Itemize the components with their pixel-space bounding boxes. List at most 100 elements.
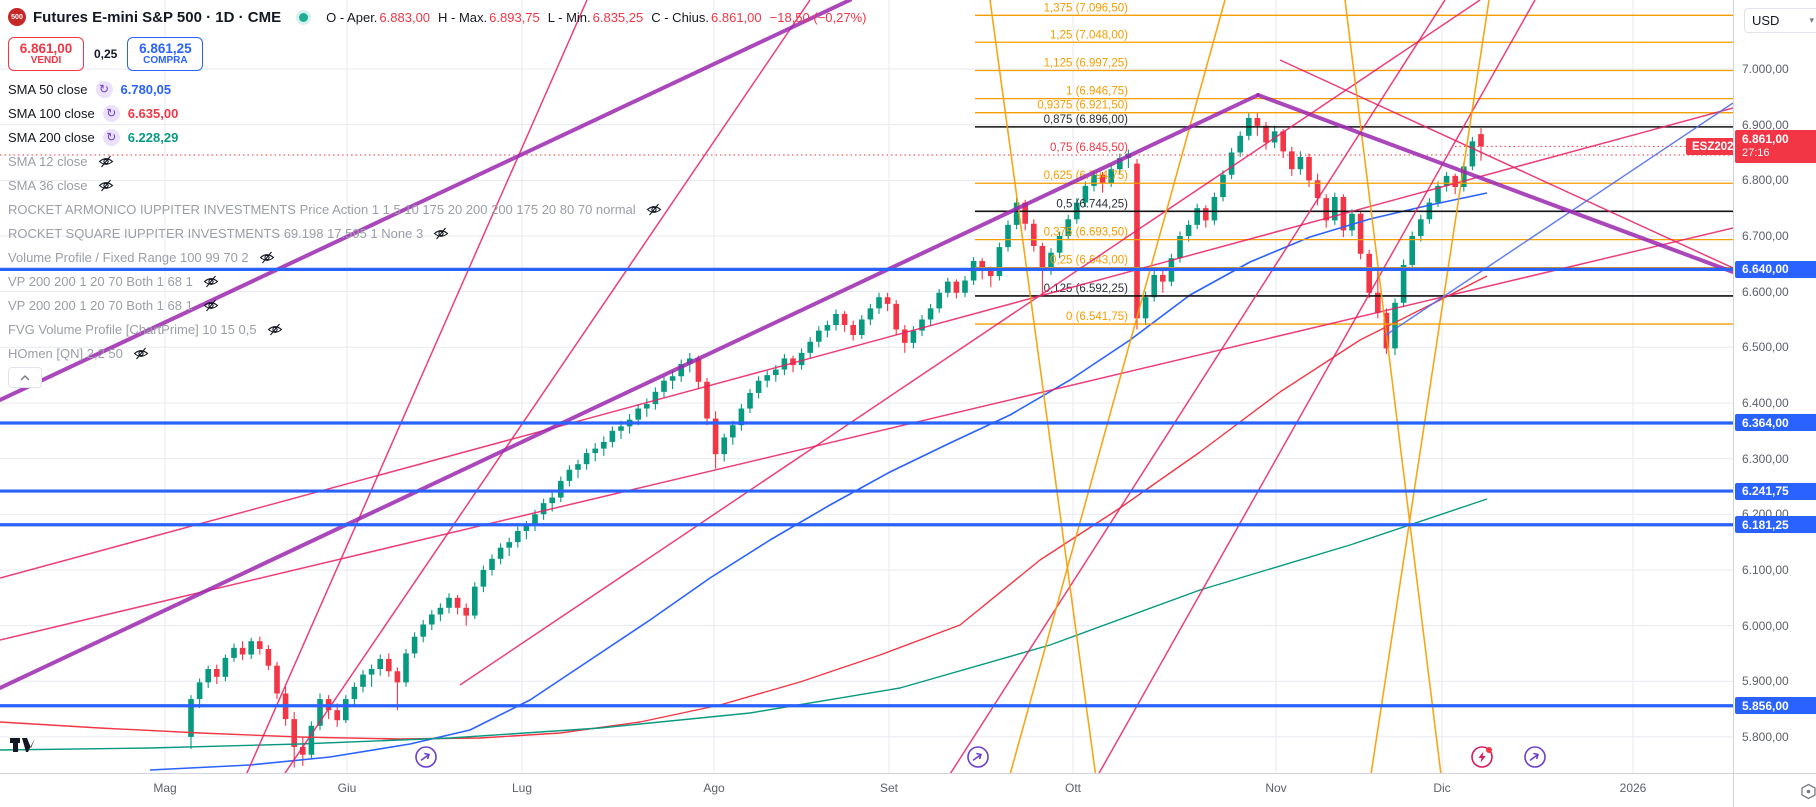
legend-collapse-button[interactable] bbox=[8, 367, 42, 388]
price-axis[interactable]: USD ▾ 6.861,00 27:16 7.000,00 6.900,00 6.8… bbox=[1733, 0, 1816, 773]
symbol-title[interactable]: Futures E-mini S&P 500 · 1D · CME bbox=[33, 8, 282, 26]
sma200-line bbox=[0, 498, 1488, 751]
price-axis-label: 6.900,00 bbox=[1742, 117, 1789, 132]
sync-icon[interactable]: ↻ bbox=[102, 104, 120, 122]
eye-off-icon[interactable] bbox=[203, 275, 219, 288]
candle-body bbox=[859, 319, 865, 336]
indicator-label: HOmen [QN] 2,2 50 bbox=[8, 345, 123, 361]
candle-body bbox=[1177, 235, 1183, 259]
candle-body bbox=[506, 542, 512, 548]
candle-body bbox=[1082, 185, 1089, 203]
price-level-badge: 6.241,75 bbox=[1735, 482, 1816, 500]
candle-body bbox=[979, 261, 985, 271]
eye-off-icon[interactable] bbox=[646, 203, 662, 216]
time-axis[interactable]: Mag Giu Lug Ago Set Ott Nov Dic 2026 bbox=[0, 773, 1733, 807]
candle-body bbox=[996, 247, 1003, 277]
sync-icon[interactable]: ↻ bbox=[95, 80, 113, 98]
candle-body bbox=[1211, 197, 1218, 221]
candle-body bbox=[446, 597, 452, 608]
time-axis-label: Giu bbox=[337, 781, 357, 795]
candle-body bbox=[558, 480, 564, 498]
buy-button[interactable]: 6.861,25 COMPRA bbox=[127, 37, 204, 71]
legend-row[interactable]: SMA 50 close ↻ 6.780,05 bbox=[8, 77, 568, 101]
candle-body bbox=[755, 380, 762, 393]
eye-off-icon[interactable] bbox=[203, 299, 219, 312]
jump-to-marker-icon[interactable] bbox=[967, 746, 989, 768]
axis-settings-corner bbox=[1733, 773, 1816, 807]
spread-value: 0,25 bbox=[94, 47, 118, 61]
indicator-value: 6.780,05 bbox=[120, 81, 172, 97]
candle-body bbox=[927, 308, 934, 320]
indicator-label: SMA 12 close bbox=[8, 153, 88, 169]
candle-body bbox=[231, 647, 237, 658]
fib-label: 0,375 (6.693,50) bbox=[1044, 227, 1129, 239]
eye-off-icon[interactable] bbox=[133, 347, 149, 360]
candle-body bbox=[816, 330, 822, 342]
candle-body bbox=[257, 641, 263, 649]
sync-icon[interactable]: ↻ bbox=[102, 128, 120, 146]
time-axis-label: Mag bbox=[153, 781, 177, 795]
contract-price-tag: ESZ2025 bbox=[1686, 138, 1746, 155]
candle-body bbox=[489, 558, 495, 570]
candle-body bbox=[583, 453, 590, 465]
candle-body bbox=[214, 669, 220, 677]
eye-off-icon[interactable] bbox=[433, 227, 449, 240]
candle-body bbox=[351, 686, 358, 700]
candle-body bbox=[497, 547, 504, 559]
candle-body bbox=[1237, 135, 1243, 153]
indicator-label: SMA 50 close bbox=[8, 81, 88, 97]
price-axis-label: 6.400,00 bbox=[1742, 395, 1789, 410]
eye-off-icon[interactable] bbox=[98, 155, 114, 168]
price-axis-label: 6.700,00 bbox=[1742, 228, 1789, 243]
chevron-up-icon bbox=[20, 374, 30, 380]
fib-label: 0,875 (6.896,00) bbox=[1044, 114, 1129, 126]
candle-body bbox=[1323, 198, 1329, 221]
price-level-badge: 6.181,25 bbox=[1735, 516, 1816, 534]
legend-row[interactable]: Volume Profile / Fixed Range 100 99 70 2 bbox=[8, 245, 568, 269]
last-price-badge: 6.861,00 27:16 bbox=[1735, 129, 1816, 163]
eye-off-icon[interactable] bbox=[98, 179, 114, 192]
indicator-label: ROCKET ARMONICO IUPPITER INVESTMENTS Pri… bbox=[8, 201, 636, 217]
eye-off-icon[interactable] bbox=[267, 323, 283, 336]
legend-row[interactable]: VP 200 200 1 20 70 Both 1 68 1 bbox=[8, 293, 568, 317]
time-axis-label: Ott bbox=[1064, 781, 1082, 795]
legend-row[interactable]: ROCKET ARMONICO IUPPITER INVESTMENTS Pri… bbox=[8, 197, 662, 221]
price-axis-label: 6.300,00 bbox=[1742, 451, 1789, 466]
currency-selector[interactable]: USD ▾ bbox=[1744, 8, 1816, 33]
legend-row[interactable]: SMA 200 close ↻ 6.228,29 bbox=[8, 125, 568, 149]
candle-body bbox=[945, 281, 951, 293]
legend-row[interactable]: VP 200 200 1 20 70 Both 1 68 1 bbox=[8, 269, 568, 293]
candlestick-chart-canvas[interactable]: 1,375 (7.096,50) 1,25 (7.048,00) 1,125 (6.… bbox=[0, 0, 1733, 773]
alert-lightning-icon[interactable] bbox=[1471, 746, 1493, 768]
legend-row[interactable]: SMA 36 close bbox=[8, 173, 568, 197]
price-level-badge: 5.856,00 bbox=[1735, 697, 1816, 715]
legend-row[interactable]: FVG Volume Profile [ChartPrime] 10 15 0,… bbox=[8, 317, 568, 341]
scale-settings-icon[interactable] bbox=[1800, 783, 1816, 800]
indicator-value: 6.635,00 bbox=[127, 105, 179, 121]
tradingview-logo[interactable] bbox=[10, 735, 36, 760]
legend-row[interactable]: SMA 100 close ↻ 6.635,00 bbox=[8, 101, 568, 125]
candle-body bbox=[824, 325, 831, 331]
candle-body bbox=[1220, 174, 1226, 198]
candle-body bbox=[188, 699, 194, 737]
candle-body bbox=[592, 448, 598, 454]
candle-body bbox=[1461, 166, 1467, 187]
eye-off-icon[interactable] bbox=[259, 251, 275, 264]
candle-body bbox=[334, 710, 340, 721]
indicator-label: ROCKET SQUARE IUPPITER INVESTMENTS 69.19… bbox=[8, 225, 424, 241]
legend-row[interactable]: HOmen [QN] 2,2 50 bbox=[8, 341, 568, 365]
candle-body bbox=[1443, 175, 1450, 186]
candle-body bbox=[1366, 253, 1372, 293]
price-axis-label: 6.500,00 bbox=[1742, 340, 1789, 355]
jump-to-marker-icon[interactable] bbox=[415, 746, 437, 768]
ohlc-label: H - Max. bbox=[438, 9, 488, 25]
legend-row[interactable]: ROCKET SQUARE IUPPITER INVESTMENTS 69.19… bbox=[8, 221, 568, 245]
candle-body bbox=[368, 669, 375, 675]
sell-button[interactable]: 6.861,00 VENDI bbox=[8, 37, 84, 71]
candle-body bbox=[360, 674, 366, 687]
jump-to-marker-icon[interactable] bbox=[1524, 746, 1546, 768]
fib-label: 0,9375 (6.921,50) bbox=[1037, 100, 1128, 112]
candle-body bbox=[1013, 202, 1020, 225]
legend-row[interactable]: SMA 12 close bbox=[8, 149, 568, 173]
candle-body bbox=[661, 380, 667, 392]
